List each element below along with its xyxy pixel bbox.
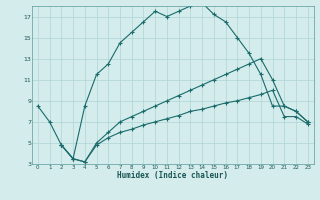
X-axis label: Humidex (Indice chaleur): Humidex (Indice chaleur) [117,171,228,180]
